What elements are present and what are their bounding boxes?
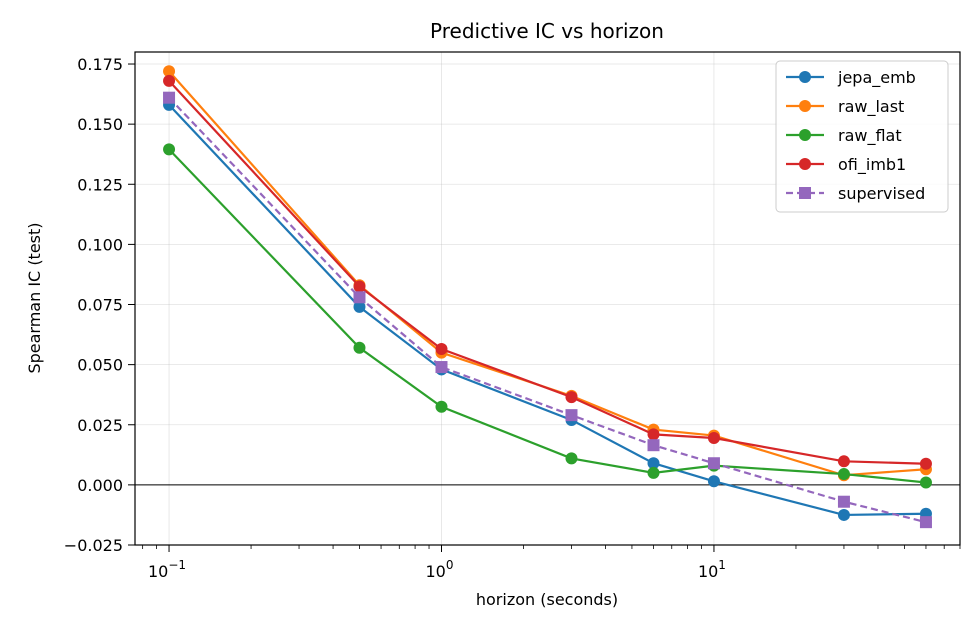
y-tick-label: 0.125 [77,175,123,194]
y-tick-label: 0.025 [77,416,123,435]
legend-marker [799,71,811,83]
legend-marker [799,129,811,141]
legend-label: ofi_imb1 [838,155,906,175]
legend-marker [799,187,811,199]
legend-label: raw_flat [838,126,902,146]
series-line-ofi_imb1 [168,80,926,465]
data-point [647,428,660,441]
x-tick-label: 101 [698,558,726,581]
data-point [435,343,448,356]
series-supervised [163,91,932,529]
data-point [435,400,448,413]
data-point [565,452,578,465]
data-point [435,361,448,374]
data-point [353,300,366,313]
y-tick-label: 0.050 [77,356,123,375]
series-line-supervised [168,96,927,524]
legend-label: supervised [838,184,925,203]
axes-frame [134,51,961,546]
data-point [919,476,932,489]
data-point [163,65,176,78]
data-point [707,457,720,470]
legend-entry-supervised: supervised [786,184,925,203]
legend-marker [799,158,811,170]
data-point [565,391,578,404]
series-line-raw_flat [168,148,927,484]
series-group [163,65,932,529]
legend-label: raw_last [838,97,904,117]
y-tick-label: −0.025 [64,536,123,555]
data-point [353,291,366,304]
data-point [707,431,720,444]
y-tick-label: 0.100 [77,235,123,254]
y-tick-label: 0.075 [77,296,123,315]
data-point [353,280,366,293]
x-axis-label: horizon (seconds) [476,590,618,609]
data-point [163,91,176,104]
data-point [837,468,850,481]
plot-frame [134,51,961,546]
series-ofi_imb1 [163,74,932,470]
x-tick-label: 100 [425,558,453,581]
series-raw_flat [163,143,932,489]
data-point [647,439,660,452]
data-point [565,409,578,422]
legend-marker [799,100,811,112]
y-tick-label: 0.175 [77,55,123,74]
legend-label: jepa_emb [837,68,916,88]
data-point [837,508,850,521]
legend: jepa_emb raw_last raw_flat ofi_imb1 supervis… [775,60,949,213]
y-axis-ticks: 0.175 0.150 0.125 0.100 0.075 0.050 0.025 0.000… [64,55,135,555]
data-point [837,495,850,508]
data-point [919,516,932,529]
data-point [353,341,366,354]
y-tick-label: 0.150 [77,115,123,134]
legend-entry-jepa_emb: jepa_emb [786,68,916,88]
chart-title: Predictive IC vs horizon [430,19,664,43]
legend-box [775,60,949,213]
data-point [647,466,660,479]
data-point [707,475,720,488]
data-point [919,457,932,470]
data-point [163,74,176,87]
data-point [837,455,850,468]
data-point [163,143,176,156]
y-axis-label: Spearman IC (test) [25,222,44,373]
legend-entry-ofi_imb1: ofi_imb1 [786,155,906,175]
x-tick-label: 10−1 [148,558,186,581]
legend-entry-raw_last: raw_last [786,97,904,117]
x-axis-ticks: 10−1 100 101 [142,545,961,581]
data-point [647,457,660,470]
series-line-jepa_emb [168,104,926,517]
legend-entry-raw_flat: raw_flat [786,126,902,146]
y-tick-label: 0.000 [77,476,123,495]
